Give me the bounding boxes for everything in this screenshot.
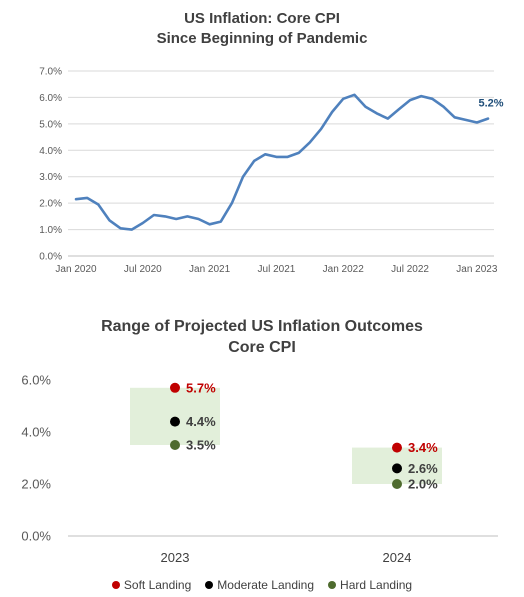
y-tick-label: 1.0% (39, 225, 62, 236)
x-tick-label: Jan 2021 (189, 264, 231, 275)
legend-marker (328, 581, 337, 589)
y-tick-label: 4.0% (39, 146, 62, 157)
y-tick-label: 3.0% (39, 172, 62, 183)
legend-label: Moderate Landing (217, 578, 315, 592)
hard-landing-point (170, 440, 180, 450)
x-category-label: 2023 (161, 550, 190, 565)
moderate-landing-value-label: 2.6% (408, 461, 438, 476)
hard-landing-value-label: 3.5% (186, 438, 216, 453)
end-value-label: 5.2% (478, 98, 503, 110)
y-tick-label: 4.0% (21, 425, 51, 440)
x-tick-label: Jul 2021 (258, 264, 296, 275)
legend-item-moderate-landing: Moderate Landing (205, 578, 314, 592)
moderate-landing-value-label: 4.4% (186, 414, 216, 429)
chart2-title: Range of Projected US Inflation Outcomes (101, 318, 423, 335)
y-tick-label: 6.0% (39, 93, 62, 104)
x-tick-label: Jan 2022 (323, 264, 365, 275)
x-tick-label: Jan 2020 (55, 264, 97, 275)
moderate-landing-point (170, 416, 180, 427)
soft-landing-point (170, 382, 180, 393)
chart2-legend: Soft Landing Moderate Landing Hard Landing (0, 578, 524, 592)
core-cpi-series-line (74, 93, 490, 231)
x-tick-label: Jul 2022 (391, 264, 429, 275)
y-tick-label: 5.0% (39, 119, 62, 130)
hard-landing-value-label: 2.0% (408, 477, 438, 492)
legend-label: Soft Landing (123, 578, 192, 592)
y-tick-label: 7.0% (39, 67, 62, 78)
projection-range-band (130, 387, 220, 445)
chart1-subtitle: Since Beginning of Pandemic (156, 30, 368, 47)
x-tick-label: Jul 2020 (124, 264, 162, 275)
soft-landing-point (392, 442, 402, 453)
y-tick-label: 0.0% (21, 529, 51, 544)
y-tick-label: 6.0% (21, 373, 51, 388)
projection-range-band (352, 447, 442, 484)
chart2-subtitle: Core CPI (228, 339, 296, 356)
legend-marker (205, 581, 214, 589)
legend-item-soft-landing: Soft Landing (111, 578, 192, 592)
chart1-title: US Inflation: Core CPI (184, 10, 340, 27)
soft-landing-value-label: 3.4% (408, 440, 438, 455)
core-cpi-line-chart: 0.0% 1.0% 2.0% 3.0% 4.0% 5.0% 6.0% 7.0% Jan 2020… (39, 67, 504, 276)
soft-landing-value-label: 5.7% (186, 380, 216, 395)
y-tick-label: 0.0% (39, 252, 62, 263)
x-category-label: 2024 (383, 550, 412, 565)
legend-marker (111, 581, 120, 589)
hard-landing-point (392, 479, 402, 489)
legend-label: Hard Landing (340, 578, 413, 592)
y-tick-label: 2.0% (21, 477, 51, 492)
y-tick-label: 2.0% (39, 199, 62, 210)
legend-item-hard-landing: Hard Landing (328, 578, 412, 592)
moderate-landing-point (392, 463, 402, 474)
x-tick-label: Jan 2023 (456, 264, 498, 275)
